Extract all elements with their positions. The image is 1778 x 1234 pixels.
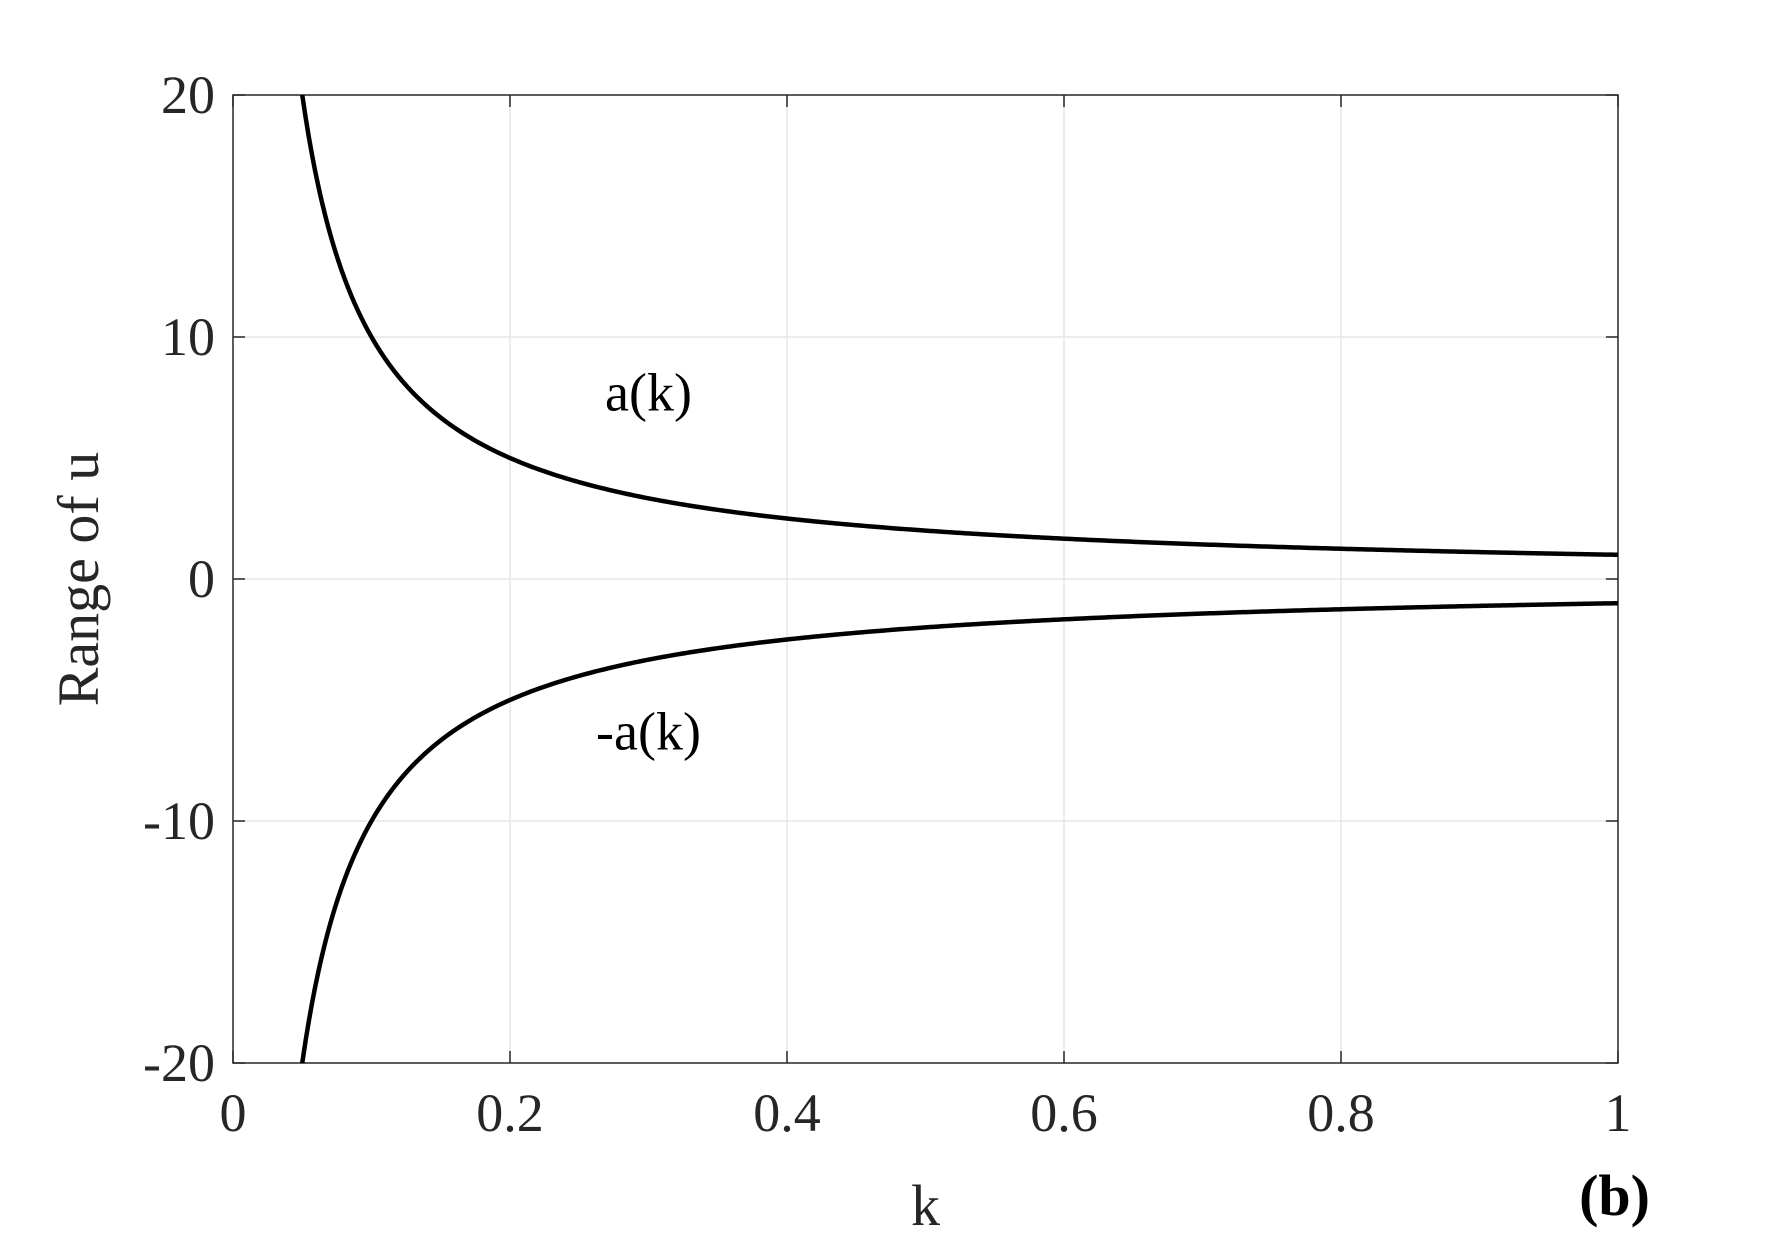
- grid: [233, 95, 1618, 1063]
- curve-label-neg-a-k: -a(k): [596, 701, 701, 761]
- y-tick-label: 0: [188, 549, 215, 609]
- y-tick-label: -20: [143, 1033, 215, 1093]
- series-line-a-k: [300, 94, 1619, 558]
- axis-ticks: [232, 94, 1619, 1064]
- panel-label: (b): [1579, 1163, 1650, 1228]
- x-axis-title: k: [911, 1173, 940, 1234]
- labels: 0 0.2 0.4 0.6 0.8 1 20 10 0 -10 -20 a(k) -a(k): [143, 65, 1631, 1143]
- x-tick-label: 0.4: [753, 1083, 821, 1143]
- y-tick-label: -10: [143, 791, 215, 851]
- x-tick-label: 0.2: [476, 1083, 544, 1143]
- x-tick-label: 0.8: [1307, 1083, 1375, 1143]
- series-group: [300, 94, 1619, 1064]
- x-tick-label: 0: [220, 1083, 247, 1143]
- x-tick-label: 0.6: [1030, 1083, 1098, 1143]
- y-axis-title: Range of u: [46, 452, 111, 707]
- series-line-neg-a-k: [300, 600, 1619, 1064]
- curve-label-a-k: a(k): [605, 363, 692, 423]
- y-tick-label: 10: [161, 307, 215, 367]
- y-tick-label: 20: [161, 65, 215, 125]
- x-tick-label: 1: [1605, 1083, 1632, 1143]
